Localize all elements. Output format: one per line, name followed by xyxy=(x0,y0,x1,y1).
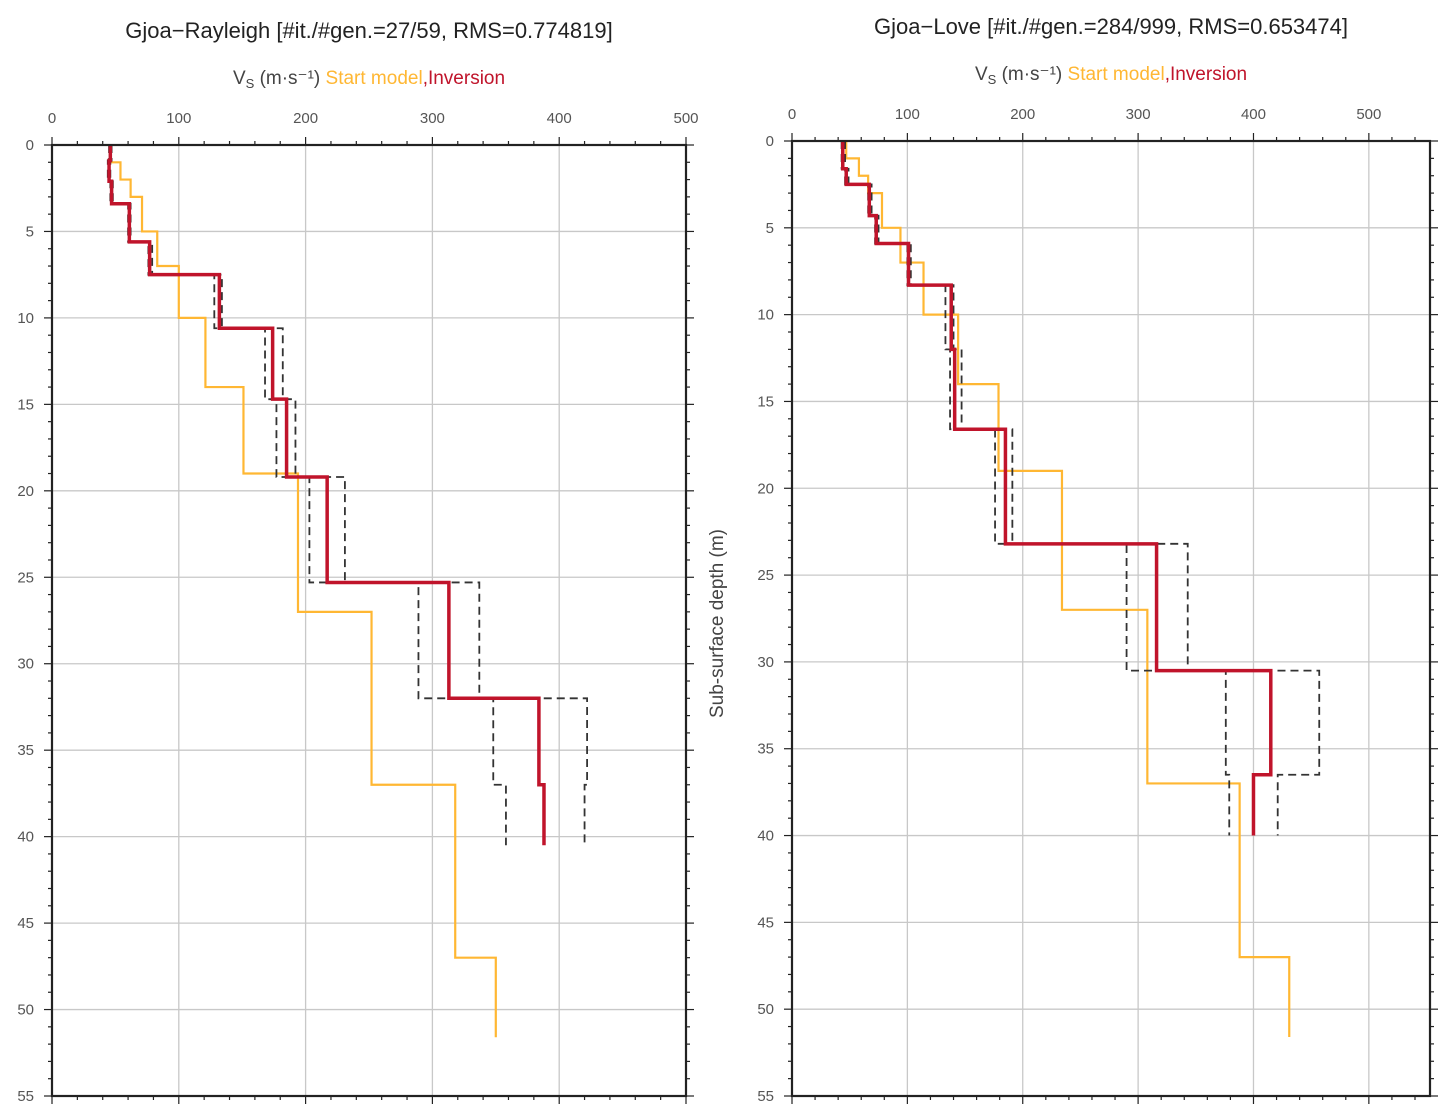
legend-start-model: Start model xyxy=(326,68,423,89)
upper-bound-line xyxy=(109,145,588,846)
x-label-subscript: S xyxy=(246,76,255,91)
x-label-symbol: V xyxy=(233,68,246,89)
chart-title: Gjoa−Rayleigh [#it./#gen.=27/59, RMS=0.7… xyxy=(125,18,612,43)
plot-frame xyxy=(790,139,1432,1098)
chart-panel-1: 0 100 200 300 400 500 0 5 10 15 20 25 30 35 40 45 50 55 Gj… xyxy=(707,14,1438,1105)
y-axis-label: Sub-surface depth (m) xyxy=(707,529,728,718)
start-model-line xyxy=(109,145,497,1038)
y-tick-label: 45 xyxy=(757,914,774,931)
y-tick-label: 15 xyxy=(17,396,34,413)
y-tick-label: 0 xyxy=(766,133,774,150)
y-tick-label: 5 xyxy=(766,220,774,237)
lower-bound-line xyxy=(106,145,507,846)
x-tick-label: 200 xyxy=(1010,106,1035,123)
x-tick-label: 200 xyxy=(293,110,318,127)
x-tick-label: 100 xyxy=(166,110,191,127)
chart-title: Gjoa−Love [#it./#gen.=284/999, RMS=0.653… xyxy=(874,14,1348,39)
x-tick-label: 400 xyxy=(547,110,572,127)
y-tick-label: 40 xyxy=(757,828,774,845)
y-tick-label: 55 xyxy=(17,1088,34,1105)
y-tick-label: 45 xyxy=(17,915,34,932)
start-model-line xyxy=(845,141,1291,1037)
y-tick-label: 35 xyxy=(757,741,774,758)
y-tick-label: 20 xyxy=(757,480,774,497)
x-tick-label: 0 xyxy=(48,110,56,127)
legend-inversion: ,Inversion xyxy=(423,68,505,89)
legend-start-model: Start model xyxy=(1068,64,1165,85)
x-tick-label: 300 xyxy=(1126,106,1151,123)
x-tick-label: 500 xyxy=(1356,106,1381,123)
x-label-symbol: V xyxy=(975,64,988,85)
x-label-unit: (m·s⁻¹) xyxy=(996,64,1067,85)
y-tick-label: 55 xyxy=(757,1088,774,1105)
inversion-line xyxy=(107,145,546,846)
y-tick-label: 5 xyxy=(26,223,34,240)
x-tick-label: 300 xyxy=(420,110,445,127)
y-tick-label: 20 xyxy=(17,483,34,500)
legend-inversion: ,Inversion xyxy=(1165,64,1247,85)
y-tick-label: 40 xyxy=(17,829,34,846)
x-axis-label: VS (m·s⁻¹) Start model,Inversion xyxy=(233,68,505,91)
plot-frame xyxy=(50,143,688,1098)
y-tick-label: 15 xyxy=(757,393,774,410)
y-tick-label: 50 xyxy=(757,1001,774,1018)
y-tick-label: 50 xyxy=(17,1002,34,1019)
y-tick-label: 25 xyxy=(757,567,774,584)
x-tick-label: 100 xyxy=(895,106,920,123)
y-tick-label: 25 xyxy=(17,569,34,586)
y-tick-label: 35 xyxy=(17,742,34,759)
y-tick-label: 0 xyxy=(26,137,34,154)
inversion-line xyxy=(841,141,1273,836)
x-label-subscript: S xyxy=(988,72,997,87)
chart-panel-0: 0 100 200 300 400 500 0 5 10 15 20 25 30 35 40 45 50 55 Gj… xyxy=(17,18,698,1105)
y-tick-label: 30 xyxy=(17,656,34,673)
x-label-unit: (m·s⁻¹) xyxy=(254,68,325,89)
x-axis-label: VS (m·s⁻¹) Start model,Inversion xyxy=(975,64,1247,87)
y-tick-label: 30 xyxy=(757,654,774,671)
y-tick-label: 10 xyxy=(17,310,34,327)
x-tick-label: 400 xyxy=(1241,106,1266,123)
y-tick-label: 10 xyxy=(757,307,774,324)
x-tick-label: 500 xyxy=(673,110,698,127)
x-tick-label: 0 xyxy=(788,106,796,123)
